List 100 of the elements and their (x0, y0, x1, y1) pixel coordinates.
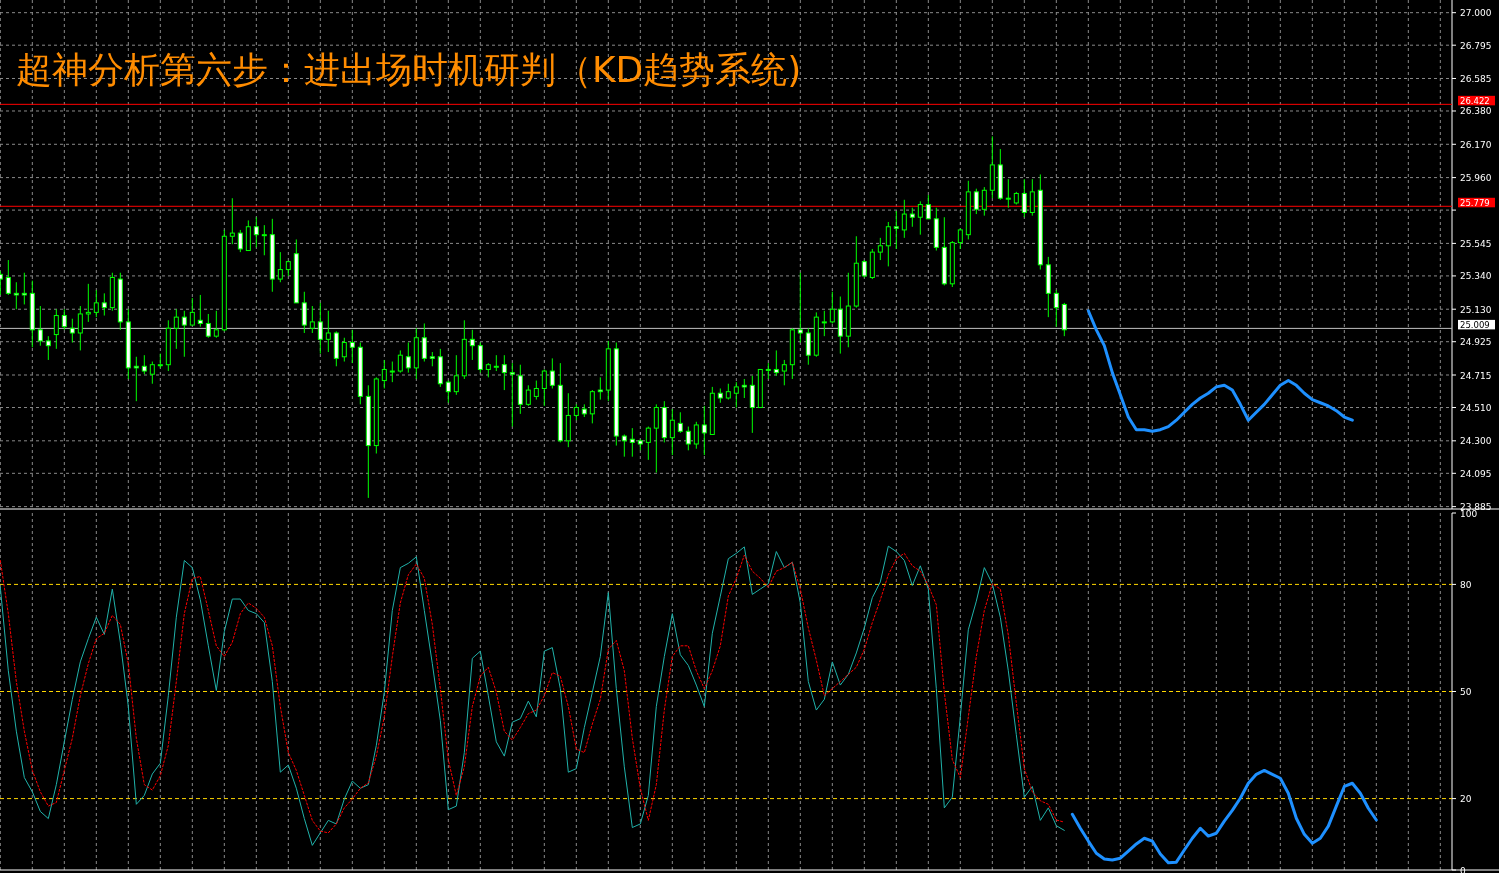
candlestick (901, 199, 907, 239)
y-tick-label: 24.715 (1460, 370, 1492, 381)
candlestick (277, 251, 283, 283)
candlestick (341, 337, 347, 363)
y-tick-label: 80 (1460, 579, 1472, 590)
candlestick (1005, 178, 1011, 209)
candlestick (389, 361, 395, 383)
candlestick (781, 359, 787, 386)
line-series (1086, 309, 1354, 433)
candlestick (53, 308, 59, 350)
y-tick-label: 25.340 (1460, 271, 1492, 282)
candlestick (325, 310, 331, 353)
candlestick (213, 310, 219, 339)
candlestick (653, 403, 659, 474)
y-tick-label: 50 (1460, 687, 1472, 697)
candlestick (885, 221, 891, 267)
candlestick (685, 426, 691, 451)
y-tick-label: 26.795 (1460, 40, 1492, 51)
candlestick (101, 292, 107, 317)
candlestick (957, 227, 963, 250)
candlestick (829, 291, 835, 324)
candlestick (45, 335, 51, 361)
candlestick (621, 433, 627, 458)
candlestick (533, 380, 539, 401)
candlestick (229, 197, 235, 245)
candlestick (549, 357, 555, 389)
candlestick (525, 384, 531, 407)
candlestick (1029, 178, 1035, 217)
candlestick (453, 354, 459, 396)
candlestick (181, 310, 187, 358)
candlestick (925, 194, 931, 220)
candlestick (141, 354, 147, 375)
candlestick (693, 421, 699, 450)
candlestick (917, 200, 923, 236)
candlestick (677, 411, 683, 434)
y-tick-label: 27.000 (1460, 8, 1492, 19)
y-tick-label: 25.960 (1460, 173, 1492, 184)
candlestick (421, 322, 427, 363)
candlestick (245, 219, 251, 252)
y-tick-label: 25.130 (1460, 304, 1492, 315)
candlestick (13, 281, 19, 310)
candlestick (21, 272, 27, 305)
candlestick (669, 408, 675, 456)
candlestick (205, 313, 211, 339)
candlestick (733, 381, 739, 409)
candlestick (909, 207, 915, 228)
y-tick-label: 24.925 (1460, 337, 1492, 348)
candlestick (5, 259, 11, 296)
candlestick (469, 329, 475, 361)
y-tick-label: 26.170 (1460, 139, 1492, 150)
candlestick (589, 389, 595, 424)
y-tick-label: 24.095 (1460, 468, 1492, 479)
y-tick-label: 20 (1460, 794, 1472, 805)
candlestick (189, 297, 195, 326)
candlestick (173, 308, 179, 350)
candlestick (253, 216, 259, 248)
candlestick (397, 349, 403, 374)
candlestick (61, 308, 67, 331)
candlestick (197, 294, 203, 328)
candlestick (477, 342, 483, 374)
candlestick (1053, 289, 1059, 328)
ref-line-label: 25.779 (1460, 197, 1490, 208)
line-series (1070, 768, 1378, 865)
candlestick (301, 291, 307, 334)
candlestick (85, 283, 91, 323)
candlestick (981, 186, 987, 217)
candlestick (237, 229, 243, 253)
candlestick (37, 305, 43, 347)
candlestick (749, 375, 755, 434)
candlestick (629, 427, 635, 458)
candlestick (797, 272, 803, 343)
text: 超神分析第六步：进出场时机研判（KD趋势系统) (16, 49, 802, 90)
candlestick (317, 302, 323, 355)
candlestick (597, 376, 603, 401)
y-tick-label: 26.585 (1460, 73, 1492, 84)
candlestick (93, 289, 99, 318)
candlestick (261, 224, 267, 256)
y-tick-label: 0 (1460, 865, 1466, 873)
y-tick-label: 25.545 (1460, 238, 1492, 249)
candlestick (309, 305, 315, 334)
candlestick (501, 354, 507, 391)
candlestick (1021, 178, 1027, 218)
candlestick (773, 349, 779, 377)
candlestick (541, 368, 547, 407)
candlestick (509, 362, 515, 428)
candlestick (405, 342, 411, 374)
y-tick-label: 26.380 (1460, 106, 1492, 117)
candlestick (133, 356, 139, 402)
candlestick (821, 310, 827, 337)
ref-line-label: 25.009 (1460, 319, 1490, 330)
candlestick (973, 188, 979, 215)
y-tick-label: 24.300 (1460, 436, 1492, 447)
candlestick (741, 378, 747, 399)
candlestick (893, 210, 899, 250)
candlestick (381, 359, 387, 389)
y-tick-label: 24.510 (1460, 403, 1492, 414)
ref-line-label: 26.422 (1460, 95, 1490, 106)
candlestick (149, 361, 155, 385)
candlestick (805, 327, 811, 366)
candlestick (349, 329, 355, 364)
